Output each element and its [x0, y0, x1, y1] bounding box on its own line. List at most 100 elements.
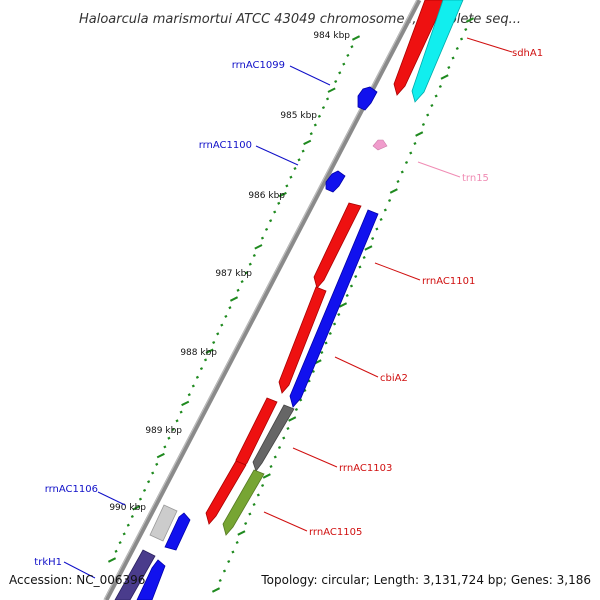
callout-line-sdhA1	[466, 37, 513, 53]
gene-trkH1-cds[interactable]	[136, 559, 166, 600]
tick-mark	[181, 400, 190, 407]
tick-mark	[464, 27, 468, 32]
gene-rrnAC1105[interactable]	[205, 460, 247, 525]
tick-mark	[317, 114, 321, 118]
tick-mark	[122, 532, 126, 536]
tick-mark	[278, 191, 287, 198]
gene-trkH1[interactable]	[114, 549, 156, 600]
tick-mark	[311, 369, 315, 374]
gene-rrnAC1106-cds[interactable]	[164, 512, 191, 551]
kbp-label-985: 985 kbp	[280, 111, 317, 121]
tick-mark	[313, 123, 317, 127]
tick-mark	[211, 587, 221, 593]
tick-mark	[294, 407, 299, 412]
tick-mark	[151, 471, 155, 475]
gene-rrnAC1105-cds[interactable]	[222, 469, 265, 536]
kbp-label-987: 987 kbp	[215, 269, 252, 279]
kbp-label-984: 984 kbp	[313, 31, 350, 41]
tick-mark	[147, 480, 151, 484]
tick-mark	[371, 236, 375, 241]
tick-mark	[130, 514, 134, 519]
tick-mark	[338, 71, 342, 75]
tick-mark	[107, 557, 117, 563]
gene-rrnAC1106[interactable]	[149, 504, 178, 542]
tick-mark	[187, 393, 191, 397]
tick-mark	[297, 158, 301, 162]
tick-mark	[404, 160, 409, 165]
tick-mark	[248, 262, 252, 266]
label-rrnAC1106[interactable]: rrnAC1106	[45, 484, 98, 495]
callout-line-rrnAC1100	[255, 145, 299, 166]
tick-mark	[293, 166, 297, 171]
label-rrnAC1103[interactable]: rrnAC1103	[339, 463, 392, 474]
tick-mark	[303, 139, 312, 146]
tick-mark	[260, 236, 265, 240]
gene-cbiA2[interactable]	[278, 286, 327, 394]
gene-sdhA1-cds[interactable]	[411, 0, 464, 103]
tick-mark	[362, 255, 366, 260]
label-rrnAC1100[interactable]: rrnAC1100	[199, 140, 252, 151]
tick-mark	[325, 97, 330, 101]
tick-mark	[321, 106, 326, 110]
tick-mark	[118, 541, 122, 545]
callout-line-rrnAC1099	[289, 65, 331, 86]
tick-mark	[277, 445, 282, 450]
tick-mark	[282, 436, 286, 440]
tick-mark	[351, 35, 361, 41]
tick-mark	[400, 170, 404, 174]
label-rrnAC1101[interactable]: rrnAC1101	[422, 276, 475, 287]
tick-mark	[228, 306, 232, 310]
tick-mark	[309, 132, 313, 136]
gene-sdhA1[interactable]	[393, 0, 446, 96]
tick-mark	[379, 217, 383, 222]
tick-mark	[438, 84, 442, 89]
kbp-label-990: 990 kbp	[109, 503, 146, 513]
tick-mark	[138, 497, 143, 501]
label-cbiA2[interactable]: cbiA2	[380, 373, 408, 384]
gene-rrnAC1101[interactable]	[313, 202, 362, 289]
tick-mark	[155, 462, 159, 466]
tick-mark	[346, 53, 350, 57]
tick-mark	[205, 348, 214, 354]
tick-mark	[350, 45, 354, 49]
tick-mark	[459, 37, 464, 41]
tick-mark	[415, 131, 424, 137]
kbp-label-986: 986 kbp	[248, 191, 285, 201]
tick-mark	[409, 151, 413, 155]
label-sdhA1[interactable]: sdhA1	[512, 48, 543, 59]
label-trkH1[interactable]: trkH1	[34, 557, 62, 568]
tick-mark	[227, 559, 231, 564]
callout-line-trn15	[417, 161, 461, 178]
gene-cbiA2-cds[interactable]	[289, 209, 379, 408]
gene-rrnAC1103-cds[interactable]	[252, 404, 295, 472]
tick-mark	[354, 274, 358, 279]
tick-mark	[256, 493, 260, 497]
tick-mark	[383, 208, 387, 212]
tick-mark	[262, 473, 271, 479]
callout-line-rrnAC1106	[97, 491, 126, 506]
label-rrnAC1105[interactable]: rrnAC1105	[309, 527, 362, 538]
accession-text: Accession: NC_006396	[9, 573, 146, 587]
tick-mark	[364, 245, 373, 251]
tick-mark	[387, 198, 392, 203]
tick-mark	[342, 62, 346, 66]
callout-line-rrnAC1103	[292, 447, 338, 468]
tick-mark	[288, 416, 297, 422]
tick-mark	[396, 179, 400, 184]
tick-mark	[195, 375, 199, 379]
tick-mark	[307, 379, 311, 383]
tick-mark	[212, 340, 216, 345]
tick-mark	[248, 512, 252, 516]
gene-rrnAC1100[interactable]	[325, 170, 346, 193]
tick-mark	[375, 227, 379, 231]
tick-mark	[358, 265, 362, 269]
label-trn15[interactable]: trn15	[462, 173, 489, 184]
callout-line-trkH1	[63, 561, 96, 579]
tick-mark	[273, 455, 277, 459]
gene-rrnAC1099[interactable]	[357, 86, 378, 111]
tick-mark	[345, 293, 349, 298]
gene-trn15[interactable]	[372, 139, 388, 151]
tick-mark	[334, 79, 338, 84]
label-rrnAC1099[interactable]: rrnAC1099	[232, 60, 285, 71]
